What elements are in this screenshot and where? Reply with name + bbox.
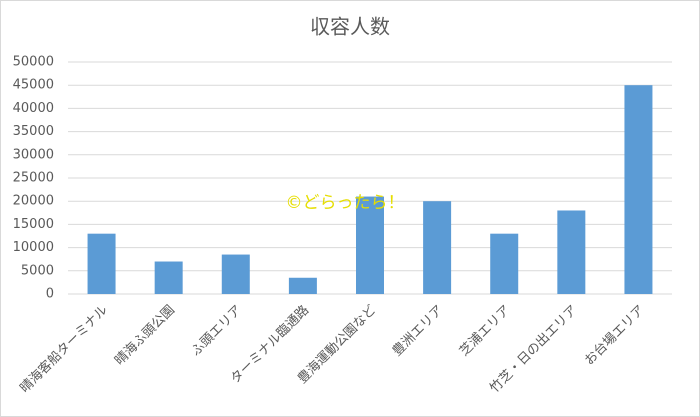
y-tick-label: 35000 — [13, 124, 54, 139]
y-tick-label: 40000 — [13, 101, 54, 116]
bar — [624, 85, 653, 294]
bar — [557, 210, 586, 294]
y-tick-label: 0 — [46, 287, 54, 302]
bar — [356, 196, 384, 294]
y-tick-label: 30000 — [13, 147, 54, 162]
bar — [423, 201, 452, 294]
y-tick-label: 25000 — [13, 171, 54, 186]
bar — [221, 254, 250, 294]
y-tick-label: 10000 — [13, 240, 54, 255]
bar — [87, 233, 116, 294]
bar — [154, 261, 183, 294]
bar — [288, 277, 317, 294]
y-tick-label: 50000 — [13, 55, 54, 70]
y-tick-label: 15000 — [13, 217, 54, 232]
y-tick-label: 5000 — [21, 263, 54, 278]
bar — [490, 233, 519, 294]
y-tick-label: 45000 — [13, 78, 54, 93]
chart-title: 収容人数 — [310, 15, 390, 39]
watermark: ©どらったら！ — [286, 193, 405, 213]
y-tick-label: 20000 — [13, 194, 54, 209]
